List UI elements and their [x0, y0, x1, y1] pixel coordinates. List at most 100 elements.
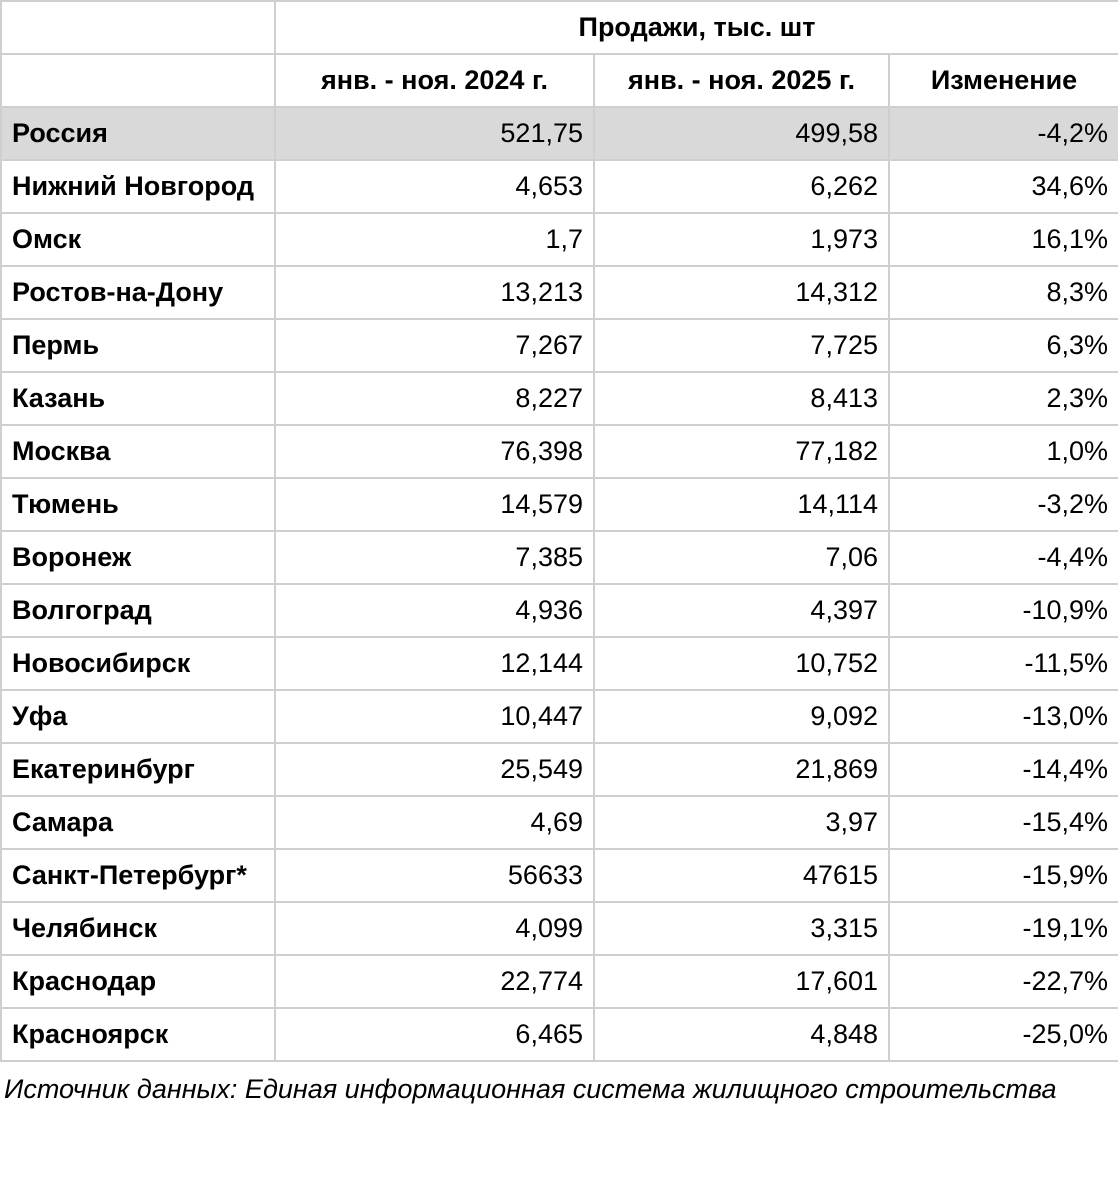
city-cell: Омск	[0, 212, 276, 267]
change-cell: -19,1%	[887, 901, 1118, 956]
city-cell: Россия	[0, 106, 276, 161]
table-header-row: янв. - ноя. 2024 г. янв. - ноя. 2025 г. …	[0, 53, 1118, 108]
value-2024-cell: 14,579	[274, 477, 595, 532]
table-row: Пермь 7,267 7,725 6,3%	[0, 318, 1118, 373]
city-cell: Красноярск	[0, 1007, 276, 1062]
column-header-2024: янв. - ноя. 2024 г.	[274, 53, 595, 108]
column-header-change: Изменение	[887, 53, 1118, 108]
table-row: Самара 4,69 3,97 -15,4%	[0, 795, 1118, 850]
sales-table-page: Продажи, тыс. шт янв. - ноя. 2024 г. янв…	[0, 0, 1118, 1104]
table-body: Россия 521,75 499,58 -4,2% Нижний Новгор…	[0, 106, 1118, 1062]
table-title: Продажи, тыс. шт	[273, 0, 1118, 55]
city-cell: Казань	[0, 371, 276, 426]
value-2025-cell: 14,114	[593, 477, 890, 532]
change-cell: 16,1%	[887, 212, 1118, 267]
city-cell: Екатеринбург	[0, 742, 276, 797]
value-2024-cell: 7,385	[274, 530, 595, 585]
corner-empty-cell	[0, 0, 276, 55]
change-cell: -25,0%	[887, 1007, 1118, 1062]
table-row: Нижний Новгород 4,653 6,262 34,6%	[0, 159, 1118, 214]
value-2025-cell: 10,752	[593, 636, 890, 691]
change-cell: -4,4%	[887, 530, 1118, 585]
table-row: Воронеж 7,385 7,06 -4,4%	[0, 530, 1118, 585]
value-2024-cell: 521,75	[274, 106, 595, 161]
value-2025-cell: 8,413	[593, 371, 890, 426]
value-2024-cell: 4,69	[274, 795, 595, 850]
change-cell: -13,0%	[887, 689, 1118, 744]
table-row: Россия 521,75 499,58 -4,2%	[0, 106, 1118, 161]
city-cell: Воронеж	[0, 530, 276, 585]
table-row: Екатеринбург 25,549 21,869 -14,4%	[0, 742, 1118, 797]
value-2025-cell: 4,397	[593, 583, 890, 638]
value-2024-cell: 6,465	[274, 1007, 595, 1062]
change-cell: -14,4%	[887, 742, 1118, 797]
change-cell: -10,9%	[887, 583, 1118, 638]
value-2025-cell: 47615	[593, 848, 890, 903]
city-cell: Тюмень	[0, 477, 276, 532]
table-title-row: Продажи, тыс. шт	[0, 0, 1118, 55]
table-row: Москва 76,398 77,182 1,0%	[0, 424, 1118, 479]
change-cell: 34,6%	[887, 159, 1118, 214]
table-row: Омск 1,7 1,973 16,1%	[0, 212, 1118, 267]
value-2024-cell: 4,936	[274, 583, 595, 638]
value-2024-cell: 8,227	[274, 371, 595, 426]
table-row: Ростов-на-Дону 13,213 14,312 8,3%	[0, 265, 1118, 320]
corner-empty-cell	[0, 53, 276, 108]
value-2025-cell: 77,182	[593, 424, 890, 479]
table-row: Краснодар 22,774 17,601 -22,7%	[0, 954, 1118, 1009]
change-cell: -11,5%	[887, 636, 1118, 691]
value-2024-cell: 7,267	[274, 318, 595, 373]
value-2025-cell: 6,262	[593, 159, 890, 214]
city-cell: Волгоград	[0, 583, 276, 638]
change-cell: -15,4%	[887, 795, 1118, 850]
value-2024-cell: 10,447	[274, 689, 595, 744]
change-cell: -4,2%	[887, 106, 1118, 161]
table-row: Санкт-Петербург* 56633 47615 -15,9%	[0, 848, 1118, 903]
value-2024-cell: 22,774	[274, 954, 595, 1009]
value-2025-cell: 17,601	[593, 954, 890, 1009]
city-cell: Уфа	[0, 689, 276, 744]
value-2024-cell: 4,653	[274, 159, 595, 214]
city-cell: Ростов-на-Дону	[0, 265, 276, 320]
city-cell: Челябинск	[0, 901, 276, 956]
value-2024-cell: 13,213	[274, 265, 595, 320]
data-source-note: Источник данных: Единая информационная с…	[4, 1074, 1057, 1104]
city-cell: Санкт-Петербург*	[0, 848, 276, 903]
table-row: Казань 8,227 8,413 2,3%	[0, 371, 1118, 426]
table-row: Уфа 10,447 9,092 -13,0%	[0, 689, 1118, 744]
column-header-2025: янв. - ноя. 2025 г.	[593, 53, 890, 108]
change-cell: -3,2%	[887, 477, 1118, 532]
city-cell: Пермь	[0, 318, 276, 373]
value-2024-cell: 56633	[274, 848, 595, 903]
value-2025-cell: 1,973	[593, 212, 890, 267]
value-2025-cell: 14,312	[593, 265, 890, 320]
table-row: Красноярск 6,465 4,848 -25,0%	[0, 1007, 1118, 1062]
city-cell: Самара	[0, 795, 276, 850]
table-row: Волгоград 4,936 4,397 -10,9%	[0, 583, 1118, 638]
change-cell: 8,3%	[887, 265, 1118, 320]
value-2024-cell: 1,7	[274, 212, 595, 267]
city-cell: Краснодар	[0, 954, 276, 1009]
value-2024-cell: 76,398	[274, 424, 595, 479]
city-cell: Москва	[0, 424, 276, 479]
value-2024-cell: 12,144	[274, 636, 595, 691]
value-2025-cell: 3,315	[593, 901, 890, 956]
sales-table: Продажи, тыс. шт янв. - ноя. 2024 г. янв…	[0, 0, 1118, 1062]
city-cell: Новосибирск	[0, 636, 276, 691]
change-cell: -22,7%	[887, 954, 1118, 1009]
value-2024-cell: 4,099	[274, 901, 595, 956]
change-cell: 1,0%	[887, 424, 1118, 479]
change-cell: -15,9%	[887, 848, 1118, 903]
value-2025-cell: 7,725	[593, 318, 890, 373]
table-row: Тюмень 14,579 14,114 -3,2%	[0, 477, 1118, 532]
city-cell: Нижний Новгород	[0, 159, 276, 214]
change-cell: 2,3%	[887, 371, 1118, 426]
value-2025-cell: 9,092	[593, 689, 890, 744]
value-2025-cell: 4,848	[593, 1007, 890, 1062]
value-2025-cell: 21,869	[593, 742, 890, 797]
change-cell: 6,3%	[887, 318, 1118, 373]
table-row: Челябинск 4,099 3,315 -19,1%	[0, 901, 1118, 956]
value-2025-cell: 3,97	[593, 795, 890, 850]
value-2025-cell: 7,06	[593, 530, 890, 585]
table-row: Новосибирск 12,144 10,752 -11,5%	[0, 636, 1118, 691]
